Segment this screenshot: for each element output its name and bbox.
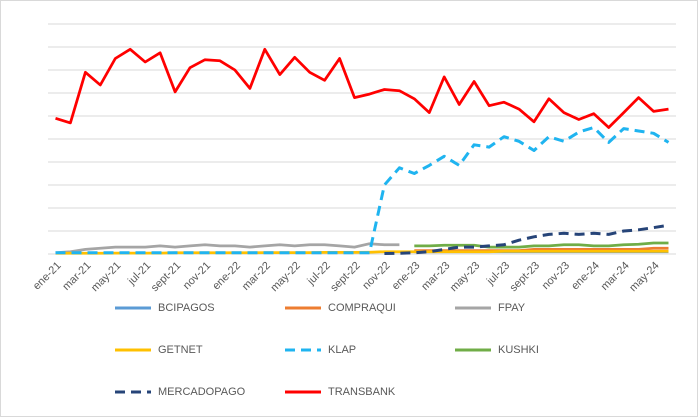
legend-label: COMPRAQUI bbox=[328, 302, 396, 314]
series-line bbox=[55, 126, 670, 255]
series-line bbox=[55, 242, 400, 255]
legend-label: KUSHKI bbox=[498, 344, 539, 356]
legend-label: MERCADOPAGO bbox=[158, 386, 246, 398]
legend-label: GETNET bbox=[158, 344, 203, 356]
series-line bbox=[414, 241, 669, 249]
legend-label: KLAP bbox=[328, 344, 356, 356]
legend-label: FPAY bbox=[498, 302, 526, 314]
series-line bbox=[55, 47, 669, 129]
legend-label: BCIPAGOS bbox=[158, 302, 215, 314]
legend-label: TRANSBANK bbox=[328, 386, 396, 398]
